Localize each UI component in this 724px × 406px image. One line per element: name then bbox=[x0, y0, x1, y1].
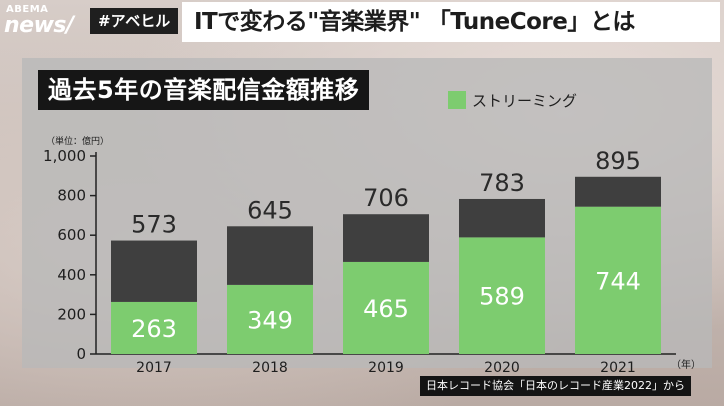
bar-streaming-label: 744 bbox=[595, 267, 641, 295]
y-tick-label: 600 bbox=[57, 226, 86, 244]
logo-abema-text: ABEMA bbox=[6, 4, 49, 15]
bar-total-label: 573 bbox=[131, 211, 177, 239]
bar-other bbox=[227, 226, 313, 285]
y-unit-label: （単位：億円） bbox=[46, 137, 110, 147]
source-caption: 日本レコード協会「日本のレコード産業2022」から bbox=[420, 376, 691, 396]
top-bar: ABEMA news/ #アベヒル ITで変わる"音楽業界" 「TuneCore… bbox=[0, 0, 724, 44]
chart-title: 過去5年の音楽配信金額推移 bbox=[38, 70, 370, 110]
bar-streaming-label: 263 bbox=[131, 315, 177, 343]
bar-streaming-label: 349 bbox=[247, 306, 293, 334]
bar-streaming bbox=[111, 301, 197, 354]
x-unit-label: （年） bbox=[671, 360, 701, 371]
bar-total-label: 645 bbox=[247, 196, 293, 224]
bar-streaming-label: 465 bbox=[363, 295, 409, 323]
legend-swatch-streaming bbox=[448, 91, 466, 109]
legend-label-streaming: ストリーミング bbox=[472, 91, 578, 110]
bar-other bbox=[575, 176, 661, 207]
logo-news-text: news/ bbox=[4, 13, 74, 38]
y-tick-label: 0 bbox=[76, 345, 86, 363]
y-tick-label: 800 bbox=[57, 187, 86, 205]
bar-total-label: 895 bbox=[595, 147, 641, 175]
bar-streaming bbox=[459, 237, 545, 354]
chart-legend: ストリーミング bbox=[448, 90, 577, 110]
bar-total-label: 783 bbox=[479, 169, 525, 197]
y-tick-label: 200 bbox=[57, 305, 86, 323]
x-tick-label: 2019 bbox=[368, 360, 404, 376]
x-tick-label: 2018 bbox=[252, 360, 288, 376]
x-tick-label: 2020 bbox=[484, 360, 520, 376]
bar-other bbox=[111, 240, 197, 302]
bar-other bbox=[459, 198, 545, 238]
bar-streaming-label: 589 bbox=[479, 283, 525, 311]
bar-streaming bbox=[227, 284, 313, 354]
y-tick-label: 1,000 bbox=[43, 147, 86, 165]
hashtag-badge: #アベヒル bbox=[90, 8, 179, 34]
bar-streaming bbox=[575, 206, 661, 354]
x-tick-label: 2021 bbox=[600, 360, 636, 376]
headline: ITで変わる"音楽業界" 「TuneCore」とは bbox=[182, 2, 720, 42]
x-tick-label: 2017 bbox=[136, 360, 172, 376]
bar-other bbox=[343, 214, 429, 262]
abema-news-logo: ABEMA news/ bbox=[4, 2, 84, 42]
bar-streaming bbox=[343, 261, 429, 354]
y-tick-label: 400 bbox=[57, 266, 86, 284]
bar-total-label: 706 bbox=[363, 184, 409, 212]
